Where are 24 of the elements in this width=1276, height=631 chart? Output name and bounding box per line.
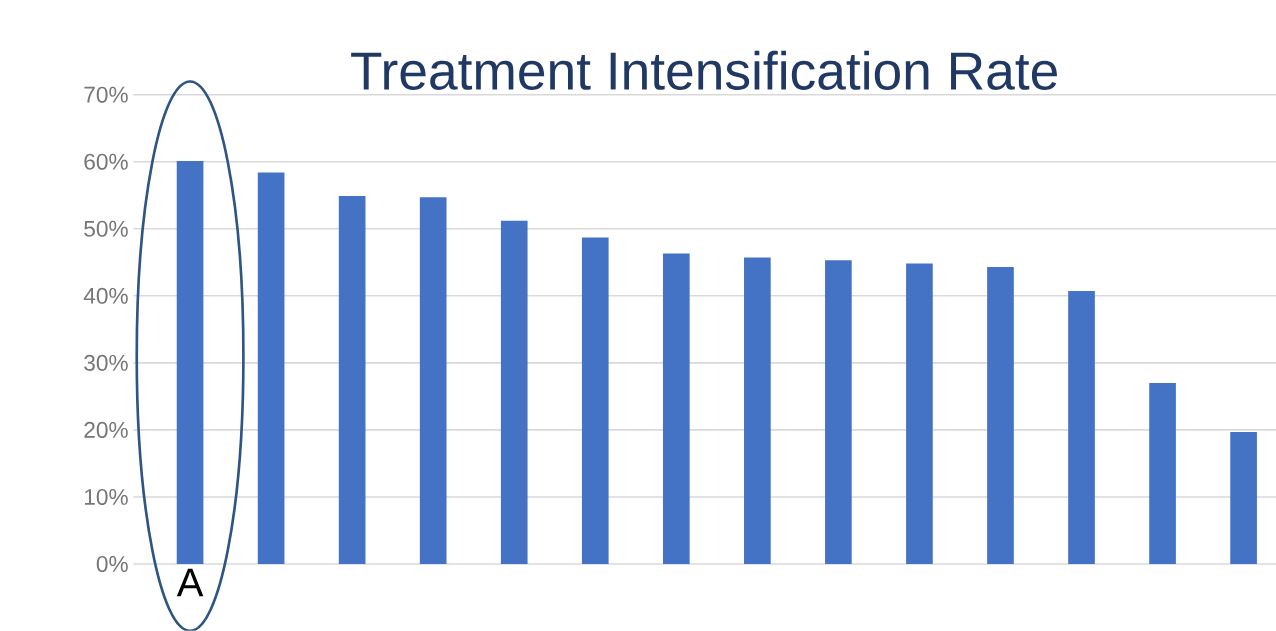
y-tick-label: 70% [84,86,128,103]
bar [825,260,852,565]
bar [906,263,933,565]
bar [1068,291,1095,565]
bar [581,237,609,565]
bar [1230,432,1257,565]
x-tick-label: A [176,568,204,597]
y-tick-label: 40% [83,287,128,305]
bar [1149,383,1176,565]
bar [176,161,204,565]
y-tick-label: 50% [84,220,128,237]
bar [662,253,690,565]
bar [987,267,1014,565]
bar [419,197,447,565]
chart-title: Treatment Intensification Rate [351,50,1057,91]
y-tick-label: 0% [96,556,128,573]
y-tick-label: 10% [85,489,128,506]
y-tick-label: 60% [84,153,128,170]
bar [744,257,771,565]
y-tick-label: 30% [84,354,128,372]
bar [257,172,285,565]
y-tick-label: 20% [84,422,128,439]
bar [338,196,366,565]
bar [500,220,528,565]
